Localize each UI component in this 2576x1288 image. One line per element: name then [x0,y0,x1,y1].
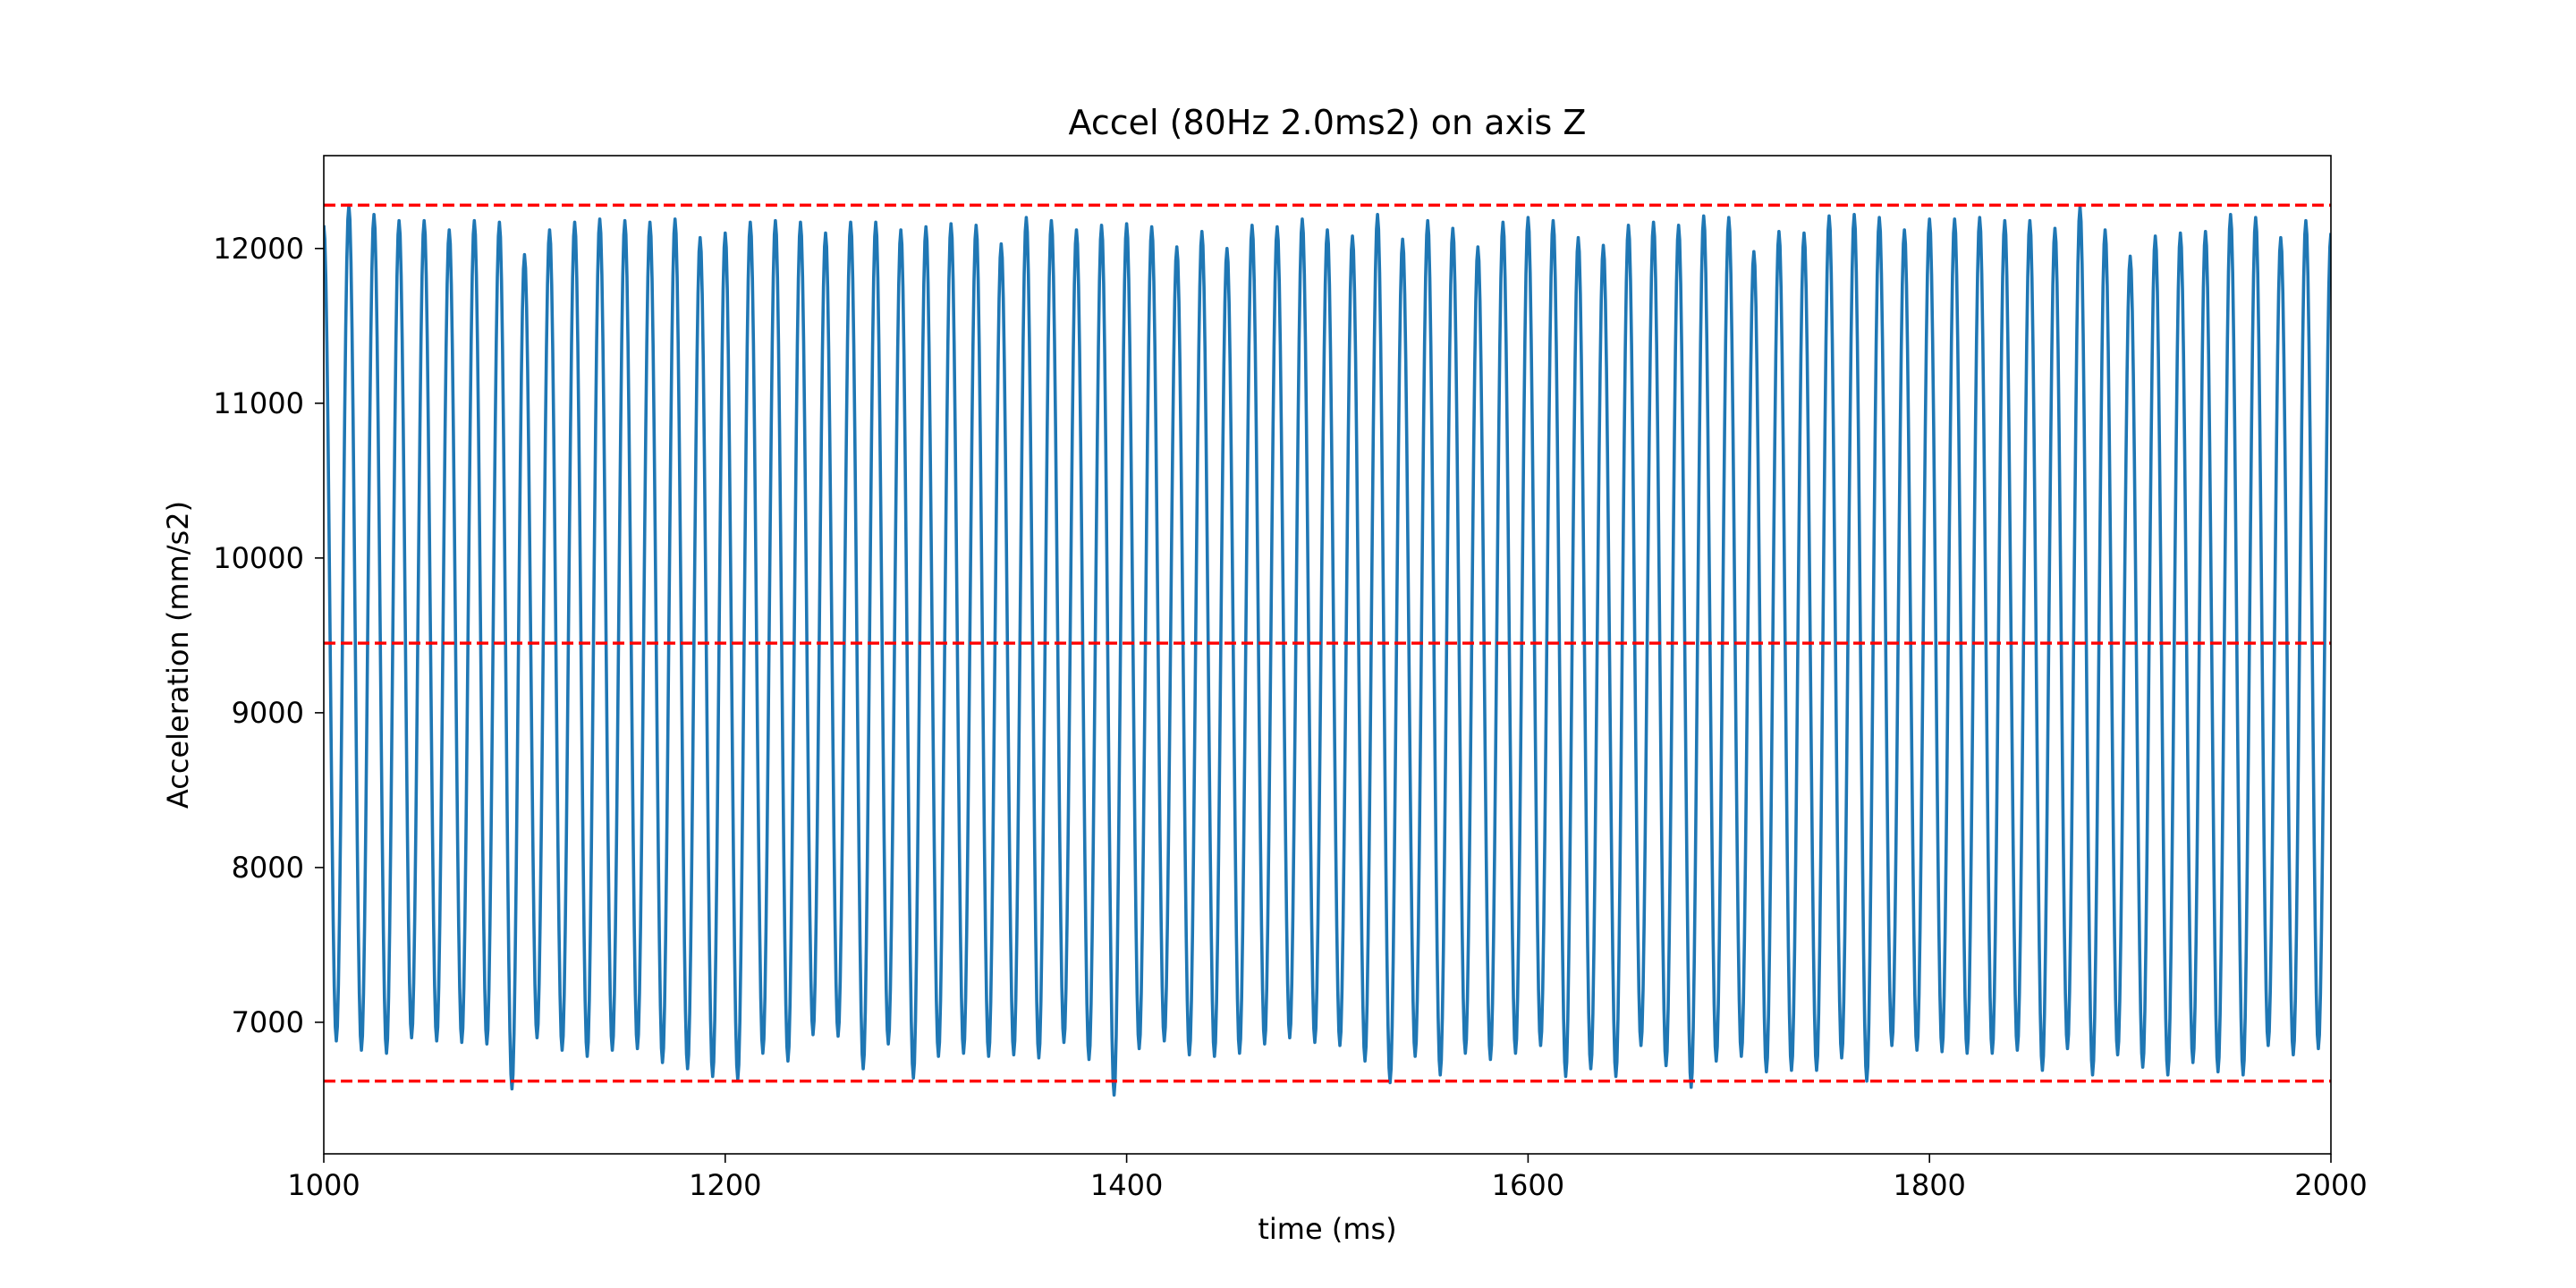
y-axis-label: Acceleration (mm/s2) [161,501,195,809]
x-tick-label-5: 2000 [2294,1168,2367,1202]
y-tick-label-5: 12000 [213,232,304,266]
x-tick-label-4: 1800 [1893,1168,1965,1202]
y-tick-label-3: 10000 [213,541,304,575]
chart-title: Accel (80Hz 2.0ms2) on axis Z [1069,103,1587,142]
x-tick-label-3: 1600 [1492,1168,1564,1202]
plot-area: 1000 1200 1400 1600 1800 2000 7000 8000 9000 1000… [213,155,2368,1202]
series-line-0 [324,203,2331,1097]
x-axis-label: time (ms) [1258,1212,1396,1246]
y-tick-label-1: 8000 [232,851,304,885]
y-tick-label-0: 7000 [232,1005,304,1039]
x-tick-label-2: 1400 [1090,1168,1163,1202]
x-tick-label-1: 1200 [689,1168,761,1202]
y-tick-label-2: 9000 [232,696,304,730]
x-tick-label-0: 1000 [287,1168,360,1202]
plot-frame [323,155,2332,1155]
y-tick-label-4: 11000 [213,386,304,420]
